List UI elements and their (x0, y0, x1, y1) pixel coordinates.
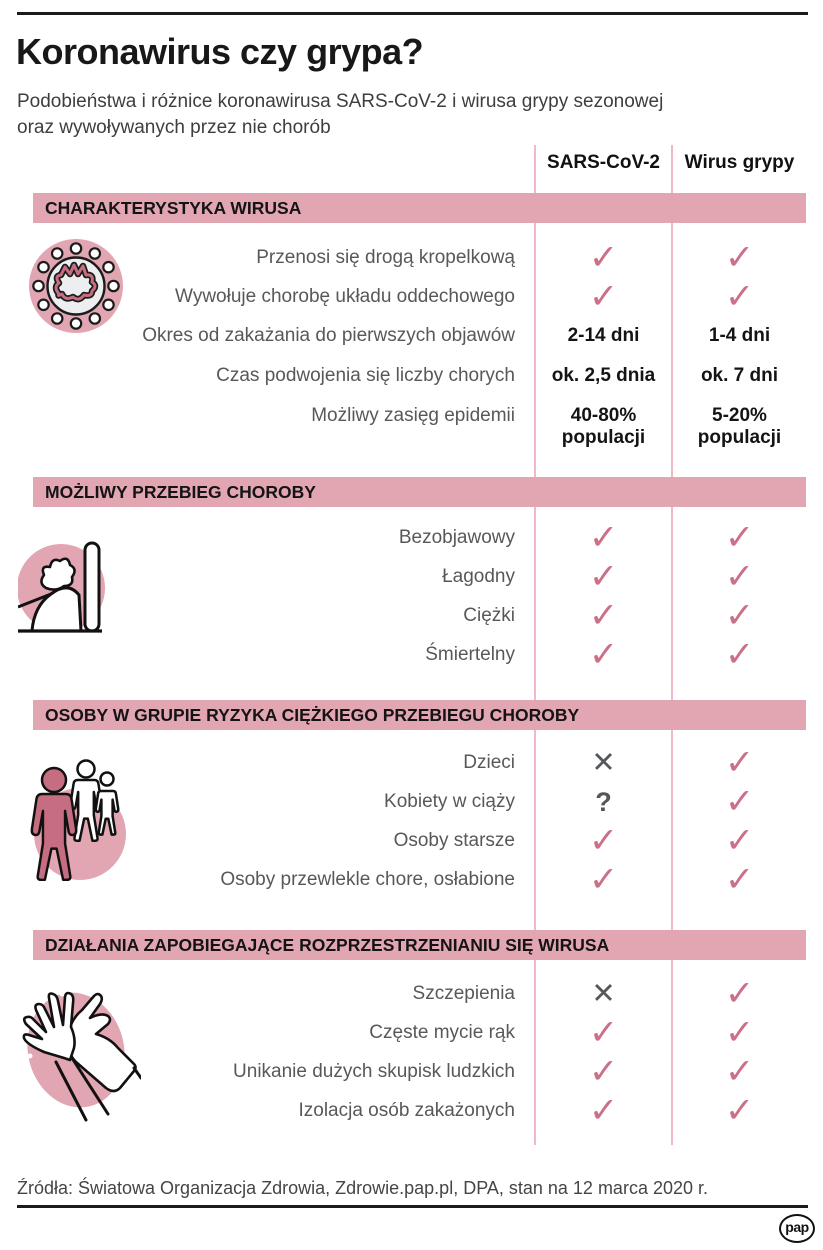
row-label: Przenosi się drogą kropelkową (256, 247, 515, 268)
row-label: Bezobjawowy (398, 527, 515, 548)
page-subtitle: Podobieństwa i różnice koronawirusa SARS… (17, 91, 664, 138)
comparison-row: Czas podwojenia się liczby chorych ok. 2… (0, 356, 823, 396)
section-header-bar: DZIAŁANIA ZAPOBIEGAJĄCE ROZPRZESTRZENIAN… (33, 930, 806, 960)
comparison-row: Kobiety w ciąży ? ✓ (0, 782, 823, 822)
check-icon: ✓ (588, 1052, 619, 1091)
check-icon: ✓ (724, 635, 755, 674)
check-icon: ✓ (724, 238, 755, 277)
row-label: Osoby starsze (393, 830, 515, 851)
check-icon: ✓ (588, 1013, 619, 1052)
check-icon: ✓ (724, 821, 755, 860)
section-header-bar: CHARAKTERYSTYKA WIRUSA (33, 193, 806, 223)
value-text: 5-20% populacji (697, 405, 782, 448)
check-icon: ✓ (724, 518, 755, 557)
section-header-bar: OSOBY W GRUPIE RYZYKA CIĘŻKIEGO PRZEBIEG… (33, 700, 806, 730)
comparison-row: Unikanie dużych skupisk ludzkich ✓ ✓ (0, 1052, 823, 1092)
value-text: 2-14 dni (567, 325, 640, 346)
virus-icon (29, 239, 123, 333)
row-label: Łagodny (442, 566, 515, 587)
row-label: Możliwy zasięg epidemii (311, 405, 515, 426)
comparison-row: Łagodny ✓ ✓ (0, 557, 823, 597)
value-text: 40-80% populacji (561, 405, 646, 448)
check-icon: ✓ (724, 974, 755, 1013)
cross-icon: ✕ (591, 747, 616, 779)
check-icon: ✓ (724, 743, 755, 782)
column-header-sars-cov-2: SARS-CoV-2 (547, 152, 660, 173)
comparison-row: Izolacja osób zakażonych ✓ ✓ (0, 1091, 823, 1131)
check-icon: ✓ (588, 1091, 619, 1130)
row-label: Częste mycie rąk (369, 1022, 515, 1043)
comparison-row: Dzieci ✕ ✓ (0, 743, 823, 783)
row-label: Wywołuje chorobę układu oddechowego (175, 286, 515, 307)
patient-in-bed-icon (18, 541, 105, 633)
check-icon: ✓ (724, 1091, 755, 1130)
question-mark: ? (595, 787, 612, 817)
row-label: Izolacja osób zakażonych (298, 1100, 515, 1121)
comparison-row: Osoby starsze ✓ ✓ (0, 821, 823, 861)
row-label: Osoby przewlekle chore, osłabione (220, 869, 515, 890)
value-text: ok. 7 dni (700, 365, 779, 386)
comparison-row: Możliwy zasięg epidemii 40-80% populacji… (0, 396, 823, 454)
comparison-row: Śmiertelny ✓ ✓ (0, 635, 823, 675)
check-icon: ✓ (588, 518, 619, 557)
value-text: 1-4 dni (708, 325, 771, 346)
check-icon: ✓ (588, 238, 619, 277)
check-icon: ✓ (588, 635, 619, 674)
comparison-row: Szczepienia ✕ ✓ (0, 974, 823, 1014)
section-header-bar: MOŻLIWY PRZEBIEG CHOROBY (33, 477, 806, 507)
column-divider-right (671, 145, 673, 1145)
comparison-row: Bezobjawowy ✓ ✓ (0, 518, 823, 558)
hand-washing-icon (19, 987, 141, 1122)
row-label: Szczepienia (412, 983, 515, 1004)
column-header-wirus-grypy: Wirus grypy (684, 152, 795, 173)
row-label: Czas podwojenia się liczby chorych (216, 365, 515, 386)
source-line: Źródła: Światowa Organizacja Zdrowia, Zd… (17, 1178, 708, 1198)
check-icon: ✓ (724, 277, 755, 316)
column-divider-left (534, 145, 536, 1145)
comparison-row: Okres od zakażania do pierwszych objawów… (0, 316, 823, 356)
top-rule (17, 12, 808, 15)
check-icon: ✓ (724, 596, 755, 635)
row-label: Kobiety w ciąży (384, 791, 515, 812)
row-label: Ciężki (463, 605, 515, 626)
people-group-icon (30, 759, 126, 882)
page-title: Koronawirus czy grypa? (16, 31, 424, 72)
comparison-row: Osoby przewlekle chore, osłabione ✓ ✓ (0, 860, 823, 900)
check-icon: ✓ (724, 860, 755, 899)
check-icon: ✓ (588, 821, 619, 860)
comparison-row: Przenosi się drogą kropelkową ✓ ✓ (0, 238, 823, 278)
row-label: Dzieci (463, 752, 515, 773)
comparison-row: Wywołuje chorobę układu oddechowego ✓ ✓ (0, 277, 823, 317)
check-icon: ✓ (724, 1052, 755, 1091)
cross-icon: ✕ (591, 978, 616, 1010)
row-label: Okres od zakażania do pierwszych objawów (142, 325, 515, 346)
row-label: Śmiertelny (425, 644, 515, 665)
check-icon: ✓ (588, 596, 619, 635)
check-icon: ✓ (724, 557, 755, 596)
check-icon: ✓ (588, 277, 619, 316)
pap-logo: pap (779, 1214, 815, 1243)
check-icon: ✓ (588, 860, 619, 899)
comparison-row: Częste mycie rąk ✓ ✓ (0, 1013, 823, 1053)
check-icon: ✓ (724, 1013, 755, 1052)
bottom-rule (17, 1205, 808, 1208)
check-icon: ✓ (724, 782, 755, 821)
comparison-row: Ciężki ✓ ✓ (0, 596, 823, 636)
value-text: ok. 2,5 dnia (551, 365, 656, 386)
row-label: Unikanie dużych skupisk ludzkich (233, 1061, 515, 1082)
check-icon: ✓ (588, 557, 619, 596)
